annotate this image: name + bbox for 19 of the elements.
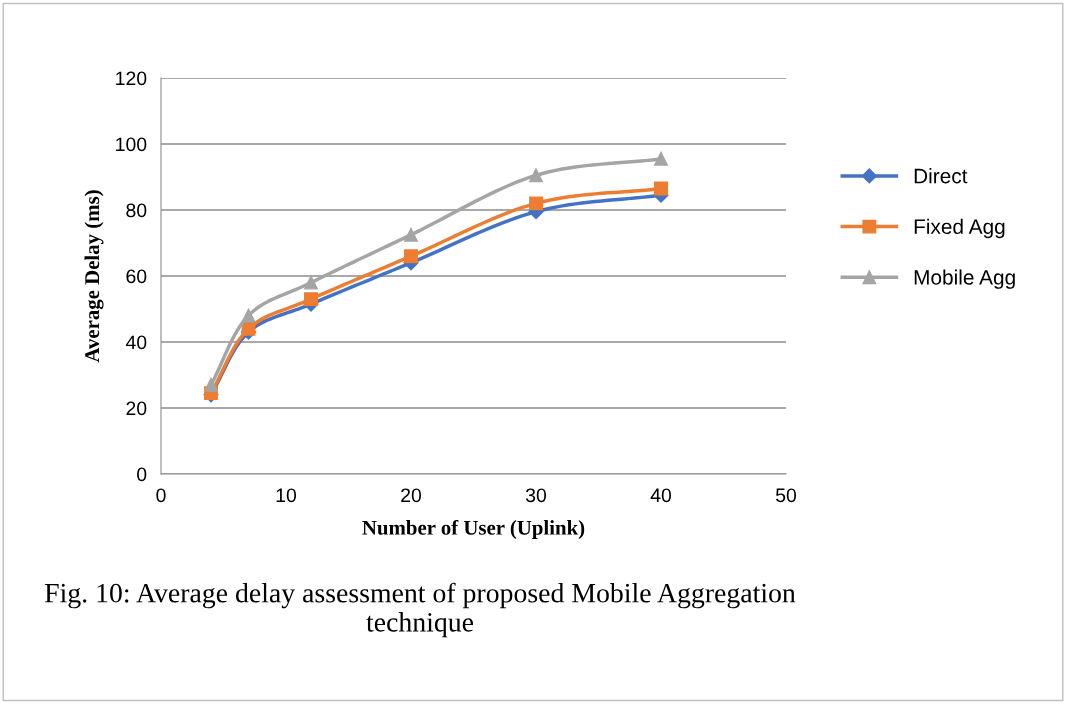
y-tick-label: 120 (116, 71, 147, 86)
legend-label: Fixed Agg (914, 218, 1005, 239)
y-tick-label: 80 (126, 203, 147, 218)
x-tick-label: 0 (156, 488, 166, 503)
y-tick-label: 20 (126, 401, 147, 416)
caption: Fig. 10: Average delay assessment of proposed Mobile Aggregation technique (44, 582, 796, 638)
y-axis-title: Average Delay (ms) (84, 190, 104, 363)
legend-label: Direct (914, 168, 968, 184)
legend-label: Mobile Agg (914, 269, 1015, 289)
x-tick-label: 10 (276, 488, 297, 503)
x-tick-label: 40 (650, 488, 672, 503)
x-tick-label: 30 (525, 488, 547, 503)
y-tick-label: 60 (126, 269, 147, 284)
y-tick-label: 100 (116, 137, 147, 152)
y-tick-label: 40 (125, 335, 147, 350)
y-tick-label: 0 (137, 467, 147, 482)
x-axis-title: Number of User (Uplink) (362, 519, 585, 540)
x-tick-label: 20 (401, 488, 422, 503)
x-tick-label: 50 (775, 488, 797, 503)
